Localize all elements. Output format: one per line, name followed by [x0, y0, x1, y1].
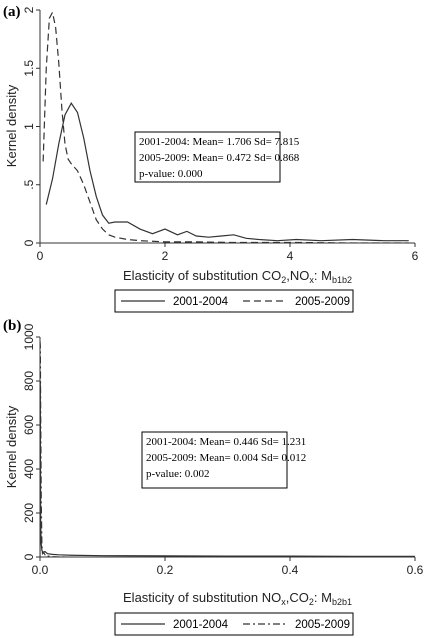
series-line-2005-2009: [40, 341, 65, 557]
legend-label: 2005-2009: [295, 296, 350, 308]
y-tick-label: 1000: [22, 323, 36, 350]
y-axis-title: Kernel density: [4, 405, 19, 488]
x-axis-title-mid: ,CO: [286, 590, 309, 605]
series-line-2005-2009: [42, 10, 409, 243]
x-axis-title-sub2: 2: [309, 597, 314, 607]
legend-box: [114, 289, 354, 313]
y-tick-label: 2: [22, 6, 36, 13]
panel-label: (a): [3, 4, 21, 20]
legend-label: 2001-2004: [173, 619, 229, 631]
x-axis-title-sub3: b1b2: [332, 275, 352, 285]
y-tick-label: 0: [22, 239, 36, 246]
x-axis-title: Elasticity of substitution CO2,NOx: Mb1b…: [123, 268, 352, 285]
y-tick-label: 200: [22, 503, 36, 523]
annotation-line: 2005-2009: Mean= 0.472 Sd= 0.868: [139, 152, 300, 164]
x-tick-label: 4: [287, 249, 294, 263]
y-tick-label: 600: [22, 415, 36, 435]
legend-label: 2005-2009: [295, 619, 350, 631]
annotation-box: [141, 431, 288, 489]
y-tick-label: .5: [22, 179, 36, 189]
panel-b: (b) 0 200 400 600 800 1000 0.0 0.2 0.4 0.6 Kernel d…: [3, 318, 424, 636]
series-line-2001-2004: [40, 380, 415, 557]
panel-label: (b): [3, 318, 21, 334]
x-axis-title-main: Elasticity of substitution CO: [123, 268, 281, 283]
x-tick-label: 2: [162, 249, 169, 263]
x-axis-title-main: Elasticity of substitution NO: [123, 590, 281, 605]
x-axis-title-sub1: 2: [281, 275, 286, 285]
annotation-line: p-value: 0.000: [139, 168, 203, 180]
y-tick-label: 1.5: [22, 60, 36, 77]
x-tick-label: 0.6: [407, 563, 424, 577]
annotation-line: 2001-2004: Mean= 1.706 Sd= 7.815: [139, 136, 300, 148]
y-tick-label: 400: [22, 459, 36, 479]
x-tick-label: 0.0: [32, 563, 49, 577]
x-tick-label: 0.4: [282, 563, 299, 577]
annotation-line: 2001-2004: Mean= 0.446 Sd= 1.231: [146, 436, 306, 448]
annotation-box: [134, 131, 281, 183]
y-tick-label: 1: [22, 123, 36, 130]
x-axis-title-sub3: b2b1: [332, 597, 352, 607]
x-axis-title-sub2: x: [309, 275, 314, 285]
legend-label: 2001-2004: [173, 296, 229, 308]
x-axis-title: Elasticity of substitution NOx,CO2: Mb2b…: [123, 590, 352, 607]
y-axis-title: Kernel density: [4, 84, 19, 167]
x-tick-label: 0.2: [157, 563, 174, 577]
series-line-2001-2004: [45, 102, 409, 242]
x-axis-title-mid: ,NO: [286, 268, 309, 283]
x-axis-title-tail: : M: [314, 268, 332, 283]
annotation-line: p-value: 0.002: [146, 468, 210, 480]
x-axis-title-sub1: x: [281, 597, 286, 607]
panel-a: (a) 0 .5 1 1.5 2 0 2 4 6 Kernel density Elasticity …: [3, 4, 419, 313]
x-tick-label: 6: [412, 249, 419, 263]
x-tick-label: 0: [37, 249, 44, 263]
y-tick-label: 0: [22, 553, 36, 560]
y-tick-label: 800: [22, 371, 36, 391]
x-axis-title-tail: : M: [314, 590, 332, 605]
annotation-line: 2005-2009: Mean= 0.004 Sd= 0.012: [146, 452, 306, 464]
legend-box: [114, 612, 354, 636]
